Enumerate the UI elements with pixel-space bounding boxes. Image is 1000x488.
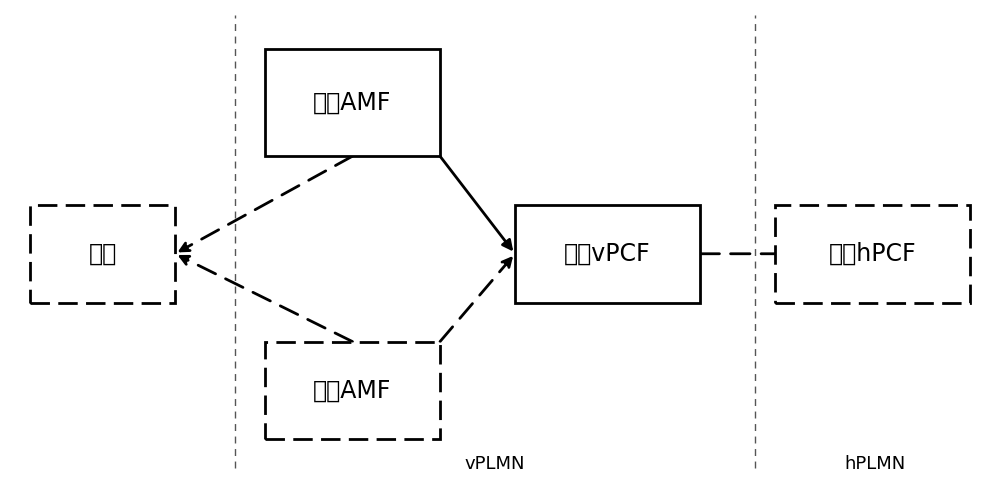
Text: 终端: 终端: [88, 242, 117, 266]
Bar: [265, 342, 440, 439]
Text: 第一AMF: 第一AMF: [313, 90, 392, 115]
Bar: [515, 205, 700, 303]
Text: 第二vPCF: 第二vPCF: [564, 242, 651, 266]
Bar: [265, 49, 440, 156]
Text: hPLMN: hPLMN: [844, 455, 906, 473]
Bar: [775, 205, 970, 303]
Text: vPLMN: vPLMN: [465, 455, 525, 473]
Text: 第二AMF: 第二AMF: [313, 378, 392, 403]
Bar: [30, 205, 175, 303]
Text: 第二hPCF: 第二hPCF: [829, 242, 916, 266]
